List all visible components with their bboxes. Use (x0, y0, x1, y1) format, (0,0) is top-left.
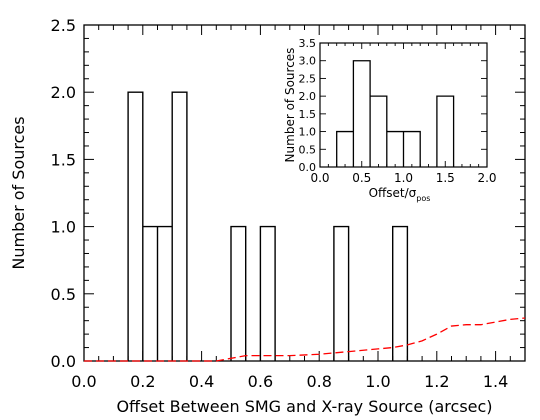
inset-x-tick-label: 0.5 (352, 171, 371, 185)
y-tick-label: 2.0 (51, 83, 76, 102)
main-histogram: 0.0 0.2 0.4 0.6 0.8 1.0 1.2 1.4 0.0 0.5 1.0 1.5 2.0 2… (9, 16, 526, 416)
inset-y-tick-label: 1.5 (299, 108, 317, 121)
inset-x-tick-label: 1.5 (436, 171, 455, 185)
x-tick-label: 1.0 (365, 372, 390, 391)
inset-x-axis-label: Offset/σpos (369, 186, 431, 203)
y-tick-label: 1.5 (51, 150, 76, 169)
inset-y-tick-label: 3.0 (299, 55, 317, 68)
inset-x-axis-label-sub: pos (416, 194, 430, 203)
inset-y-axis-label: Number of Sources (283, 48, 297, 163)
inset-y-tick-label: 1.0 (299, 126, 317, 139)
dashed-curve (84, 317, 526, 362)
inset-x-tick-label: 2.0 (477, 171, 496, 185)
histogram-outline (127, 91, 409, 361)
x-tick-label: 0.4 (189, 372, 214, 391)
y-tick-label: 2.5 (51, 16, 76, 35)
inset-x-axis-label-main: Offset/σ (369, 186, 417, 200)
x-tick-label: 0.8 (306, 372, 331, 391)
y-axis-label: Number of Sources (9, 116, 28, 269)
inset-y-tick-label: 0.5 (299, 143, 317, 156)
y-tick-label: 1.0 (51, 218, 76, 237)
inset-histogram: 0.0 0.5 1.0 1.5 2.0 0.0 0.5 1.0 1.5 2.0 2.5 3.0 3.5 O… (283, 37, 497, 203)
x-tick-label: 0.2 (130, 372, 155, 391)
x-tick-label: 1.2 (424, 372, 449, 391)
inset-histogram-outline (336, 60, 455, 167)
inset-y-tick-label: 2.5 (299, 72, 317, 85)
inset-x-tick-label: 1.0 (394, 171, 413, 185)
y-tick-label: 0.0 (51, 352, 76, 371)
x-axis-label: Offset Between SMG and X-ray Source (arc… (116, 397, 492, 416)
inset-y-tick-label: 0.0 (299, 161, 317, 174)
inset-y-tick-label: 3.5 (299, 37, 317, 50)
x-tick-label: 0.6 (248, 372, 273, 391)
inset-y-tick-label: 2.0 (299, 90, 317, 103)
y-tick-label: 0.5 (51, 285, 76, 304)
inset-x-tick-label: 0.0 (310, 171, 329, 185)
x-tick-label: 0.0 (71, 372, 96, 391)
x-tick-label: 1.4 (483, 372, 508, 391)
